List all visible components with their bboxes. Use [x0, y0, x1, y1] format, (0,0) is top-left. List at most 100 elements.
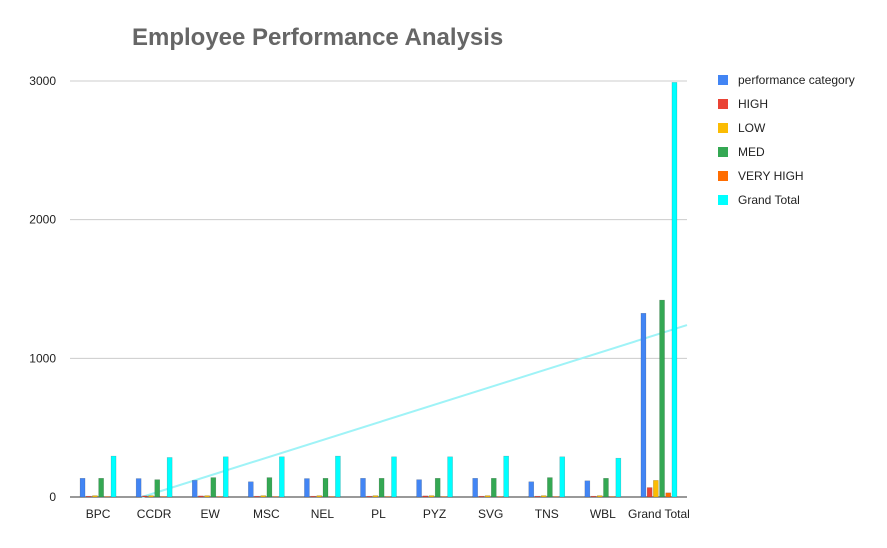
bar-svg-1 [478, 495, 485, 498]
bar-ew-2 [204, 495, 210, 498]
bar-tns-5 [559, 456, 566, 498]
x-tick-label: PL [371, 507, 386, 521]
bar-wbl-3 [603, 478, 609, 498]
bar-nel-2 [316, 495, 323, 498]
y-tick-label: 0 [49, 490, 56, 504]
bar-pl-1 [366, 495, 372, 498]
bar-wbl-5 [615, 457, 622, 498]
trendline [141, 324, 688, 498]
x-tick-label: MSC [253, 507, 280, 521]
legend-label: LOW [738, 121, 766, 135]
bar-pyz-2 [428, 495, 435, 498]
bar-msc-5 [279, 456, 285, 498]
y-tick-label: 1000 [29, 351, 56, 365]
bar-ccdr-4 [160, 496, 167, 498]
bar-bpc-3 [98, 478, 104, 498]
bar-pyz-0 [416, 479, 422, 498]
bar-ew-5 [222, 456, 229, 498]
bar-tns-1 [534, 495, 541, 498]
bar-bpc-4 [104, 496, 111, 498]
bar-pl-0 [360, 478, 366, 498]
bar-pl-3 [378, 478, 385, 498]
bar-pyz-5 [447, 456, 453, 498]
bar-bpc-0 [79, 478, 86, 498]
x-tick-label: NEL [311, 507, 335, 521]
bar-svg-3 [491, 478, 497, 498]
chart-title: Employee Performance Analysis [132, 24, 503, 51]
bar-msc-2 [260, 495, 266, 498]
bar-ccdr-5 [166, 457, 173, 498]
legend-label: HIGH [738, 97, 768, 111]
x-tick-label: WBL [590, 507, 616, 521]
bar-svg-0 [472, 478, 478, 498]
x-tick-label: BPC [86, 507, 111, 521]
bar-ew-0 [191, 480, 198, 498]
bars [79, 82, 678, 498]
bar-bpc-2 [92, 495, 98, 498]
bar-wbl-1 [590, 495, 597, 498]
bar-ccdr-0 [135, 478, 142, 498]
legend-swatch [718, 147, 728, 157]
x-tick-label: SVG [478, 507, 503, 521]
bar-wbl-4 [609, 496, 615, 498]
bar-ew-4 [216, 496, 223, 498]
bar-msc-0 [248, 481, 254, 498]
y-tick-label: 3000 [29, 74, 56, 88]
legend-swatch [718, 123, 728, 133]
trendline-layer [141, 324, 688, 498]
bar-grand-total-3 [659, 299, 665, 498]
bar-nel-4 [328, 496, 335, 498]
bar-ccdr-3 [154, 479, 160, 498]
bar-ccdr-1 [142, 495, 148, 498]
legend-swatch [718, 75, 728, 85]
legend-label: MED [738, 145, 765, 159]
bar-msc-1 [254, 495, 260, 498]
x-axis-ticks: BPC CCDR EW MSC NEL PL PYZ SVG TNS WBL Grand Total [86, 507, 690, 521]
bar-pyz-4 [441, 496, 447, 498]
x-tick-label: EW [201, 507, 221, 521]
bar-wbl-0 [584, 480, 591, 498]
bar-grand-total-4 [665, 492, 672, 498]
bar-svg-4 [497, 496, 503, 498]
legend-label: VERY HIGH [738, 169, 804, 183]
bar-nel-5 [335, 455, 341, 498]
bar-ccdr-2 [148, 495, 154, 498]
bar-msc-4 [272, 496, 279, 498]
bar-svg-2 [484, 495, 491, 498]
bar-ew-3 [210, 477, 217, 498]
bar-pyz-3 [434, 478, 441, 498]
bar-nel-3 [322, 478, 329, 498]
bar-pl-4 [385, 496, 391, 498]
gridlines [70, 80, 687, 498]
bar-ew-1 [198, 495, 204, 498]
legend: performance category HIGH LOW MED VERY HIGH G… [718, 73, 855, 207]
bar-grand-total-0 [640, 313, 647, 498]
bar-msc-3 [266, 477, 273, 498]
bar-pyz-1 [422, 495, 429, 498]
bar-nel-0 [304, 478, 310, 498]
y-tick-label: 2000 [29, 213, 56, 227]
x-tick-label: Grand Total [628, 507, 690, 521]
bar-pl-2 [372, 495, 379, 498]
bar-tns-4 [553, 496, 559, 498]
y-axis-ticks: 0 1000 2000 3000 [29, 74, 56, 504]
legend-swatch [718, 99, 728, 109]
bar-tns-3 [547, 477, 553, 498]
legend-label: performance category [738, 73, 855, 87]
bar-grand-total-2 [653, 480, 659, 498]
bar-nel-1 [310, 495, 316, 498]
bar-grand-total-5 [671, 82, 678, 498]
legend-swatch [718, 171, 728, 181]
x-tick-label: CCDR [137, 507, 172, 521]
bar-wbl-2 [597, 495, 603, 498]
bar-grand-total-1 [646, 487, 653, 498]
x-tick-label: TNS [535, 507, 559, 521]
x-tick-label: PYZ [423, 507, 446, 521]
bar-tns-2 [540, 495, 547, 498]
bar-bpc-1 [85, 495, 92, 498]
bar-tns-0 [528, 481, 535, 498]
bar-svg-5 [503, 455, 509, 498]
legend-swatch [718, 195, 728, 205]
